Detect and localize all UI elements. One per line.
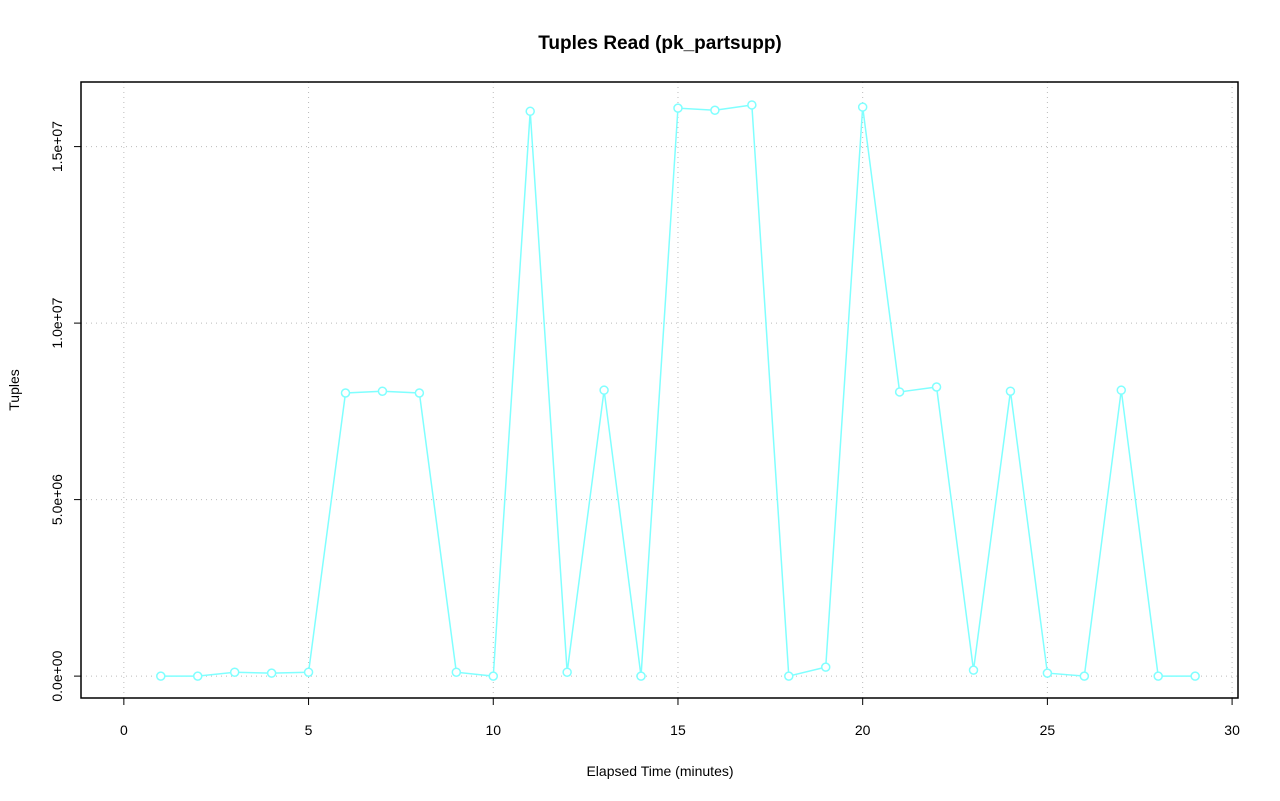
data-point (156, 671, 166, 681)
x-tick-label: 10 (485, 722, 501, 738)
x-axis-title: Elapsed Time (minutes) (586, 763, 733, 779)
chart-title: Tuples Read (pk_partsupp) (538, 33, 782, 54)
data-point (525, 106, 535, 117)
data-point (192, 671, 203, 681)
y-axis-title: Tuples (6, 369, 22, 411)
data-point (1005, 386, 1016, 396)
plot-frame (80, 81, 1239, 699)
data-point (303, 667, 314, 677)
data-point (857, 102, 868, 112)
data-point (820, 662, 831, 672)
x-tick-label: 5 (305, 722, 313, 738)
x-tick-label: 0 (120, 722, 128, 738)
data-point (784, 671, 794, 681)
data-point (1153, 671, 1163, 681)
data-point (340, 388, 351, 398)
data-point (562, 667, 572, 677)
data-point (1042, 668, 1053, 678)
data-point (968, 665, 979, 675)
data-point (488, 671, 499, 681)
data-point (673, 103, 683, 113)
x-tick-label: 25 (1040, 722, 1056, 738)
data-point (710, 105, 720, 115)
x-tick-label: 15 (670, 722, 686, 738)
y-tick-label: 0.0e+00 (49, 650, 65, 701)
data-point (894, 387, 905, 397)
data-point (266, 668, 277, 678)
x-tick-label: 30 (1224, 722, 1240, 738)
y-tick-label: 1.0e+07 (49, 297, 65, 348)
data-point (451, 667, 462, 677)
data-point (636, 671, 646, 681)
y-tick-label: 5.0e+06 (49, 474, 65, 525)
data-point (931, 382, 942, 392)
data-point (414, 388, 425, 398)
data-point (747, 100, 757, 110)
data-point (229, 667, 240, 677)
data-line (160, 104, 1196, 678)
data-point (1079, 671, 1090, 681)
data-point (1190, 671, 1200, 681)
data-point (377, 386, 388, 396)
data-point (1116, 385, 1127, 395)
y-tick-label: 1.5e+07 (49, 121, 65, 172)
data-point (599, 385, 609, 395)
x-tick-label: 20 (855, 722, 871, 738)
